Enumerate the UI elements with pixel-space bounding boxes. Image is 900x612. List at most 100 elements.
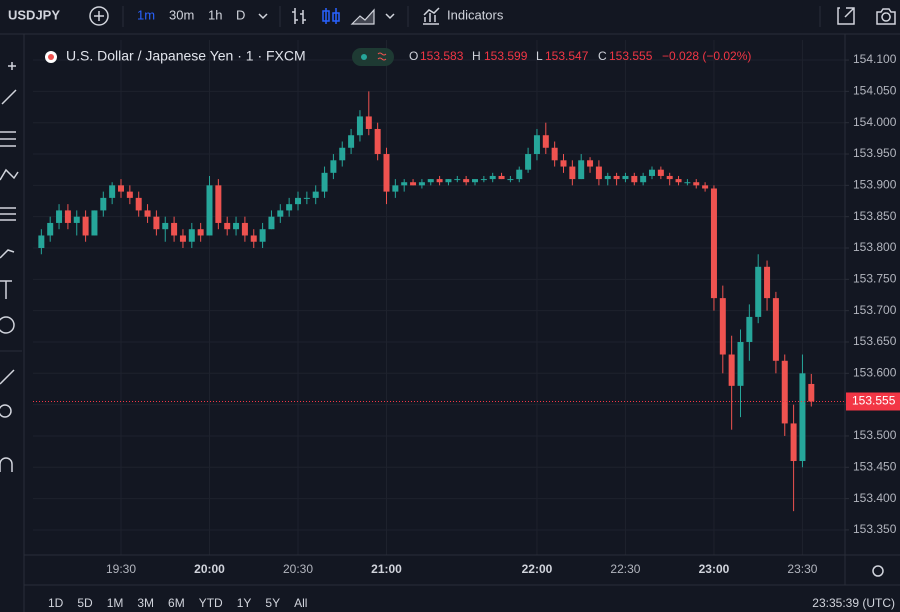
range-button[interactable]: YTD [199, 596, 223, 610]
text-tool[interactable] [0, 280, 12, 299]
candle-body [38, 235, 45, 249]
candle-body [772, 298, 779, 361]
interval-button[interactable]: 1h [208, 7, 222, 22]
trendline-tool[interactable] [1, 89, 17, 105]
y-tick-label: 154.000 [853, 115, 897, 129]
candle-body [719, 298, 726, 355]
ohlc-value: 153.599 [484, 49, 528, 63]
candle-body [569, 166, 576, 180]
candle-body [153, 216, 160, 230]
candle-body [595, 166, 602, 180]
fullscreen-icon[interactable] [837, 7, 855, 25]
range-button[interactable]: 6M [168, 596, 185, 610]
candle-body [649, 169, 655, 176]
symbol[interactable]: USDJPY [8, 7, 60, 22]
forecast-tool[interactable] [0, 207, 16, 221]
dropdown-icon[interactable] [385, 13, 395, 20]
interval-button[interactable]: D [236, 7, 245, 22]
candle-body [82, 216, 89, 236]
ohlc-label: C [598, 49, 607, 63]
change-value: −0.028 (−0.02%) [662, 49, 751, 63]
legend-title[interactable]: U.S. Dollar / Japanese Yen · 1 · FXCM [66, 48, 306, 64]
candle-body [542, 135, 549, 148]
settings-icon[interactable] [872, 565, 884, 577]
range-button[interactable]: 5D [77, 596, 93, 610]
candle-body [498, 175, 505, 180]
candle-body [480, 179, 487, 181]
candle-body [613, 175, 620, 180]
y-tick-label: 154.100 [853, 52, 897, 66]
emoji-tool[interactable] [0, 316, 15, 334]
range-button[interactable]: 1Y [237, 596, 252, 610]
bottom-bar: 23:35:39 (UTC) 1D 5D 1M 3M 6M YTD 1Y 5Y All [48, 596, 895, 610]
ohlc-value: 153.547 [545, 49, 589, 63]
candle-body [728, 354, 735, 386]
zoom-tool[interactable] [0, 404, 12, 418]
range-button[interactable]: 5Y [265, 596, 280, 610]
candle-body [268, 216, 275, 230]
add-symbol-plus [94, 11, 104, 21]
status-pill[interactable] [352, 48, 394, 66]
x-tick-label: 20:30 [283, 562, 313, 576]
range-button[interactable]: 1M [107, 596, 124, 610]
ruler-tool[interactable] [0, 369, 15, 385]
ohlc-label: H [472, 49, 481, 63]
candle-body [188, 229, 195, 242]
ohlc-value: 153.583 [420, 49, 464, 63]
flag-icon-dot [48, 54, 54, 60]
candle-body [746, 316, 753, 342]
candle-body [737, 341, 744, 386]
range-button[interactable]: 3M [137, 596, 154, 610]
y-tick-label: 153.750 [853, 272, 897, 286]
candle-body [286, 204, 293, 211]
y-tick-label: 153.400 [853, 491, 897, 505]
add-symbol-icon[interactable] [89, 6, 109, 26]
crosshair-tool[interactable] [8, 62, 16, 70]
candle-body [233, 222, 240, 230]
dropdown-icon[interactable] [258, 13, 268, 20]
candle-body [56, 210, 63, 223]
candle-body [365, 116, 372, 129]
candle-body [144, 210, 151, 217]
candle-body [47, 222, 54, 236]
x-tick-label: 22:00 [522, 562, 553, 576]
candle-body [710, 188, 717, 299]
x-tick-label: 20:00 [194, 562, 225, 576]
x-tick-label: 21:00 [371, 562, 402, 576]
candle-body [507, 179, 514, 181]
last-price-box [846, 392, 900, 411]
interval-button[interactable]: 30m [169, 7, 194, 22]
last-price-label: 153.555 [852, 394, 896, 408]
candle-body [755, 266, 762, 317]
candle-body [118, 185, 124, 192]
candle-body [295, 197, 301, 205]
fib-tool[interactable] [0, 131, 16, 147]
y-tick-label: 153.350 [853, 522, 897, 536]
y-tick-label: 154.050 [853, 84, 897, 98]
candle-body [179, 235, 186, 242]
candles-icon[interactable] [322, 8, 340, 24]
range-button[interactable]: All [294, 596, 307, 610]
indicators-icon[interactable] [423, 7, 440, 25]
range-button[interactable]: 1D [48, 596, 64, 610]
candle-body [640, 175, 647, 183]
area-icon[interactable] [350, 8, 375, 25]
candle-body [764, 266, 771, 299]
ohlc-value: 153.555 [609, 49, 653, 63]
interval-button[interactable]: 1m [137, 7, 155, 22]
candle-body [126, 191, 133, 198]
plot: 154.100 154.050 154.000 153.950 153.900 153.8… [33, 40, 900, 576]
y-tick-label: 153.950 [853, 146, 897, 160]
brush-tool[interactable] [0, 249, 15, 259]
candle-body [684, 182, 691, 184]
indicators-button[interactable]: Indicators [447, 7, 504, 22]
candle-body [259, 229, 266, 242]
magnet-tool[interactable] [0, 457, 13, 472]
bars-icon[interactable] [292, 8, 306, 24]
snapshot-icon[interactable] [876, 8, 896, 25]
pattern-tool[interactable] [0, 168, 19, 181]
candle-body [666, 175, 673, 180]
candle-body [808, 383, 815, 402]
